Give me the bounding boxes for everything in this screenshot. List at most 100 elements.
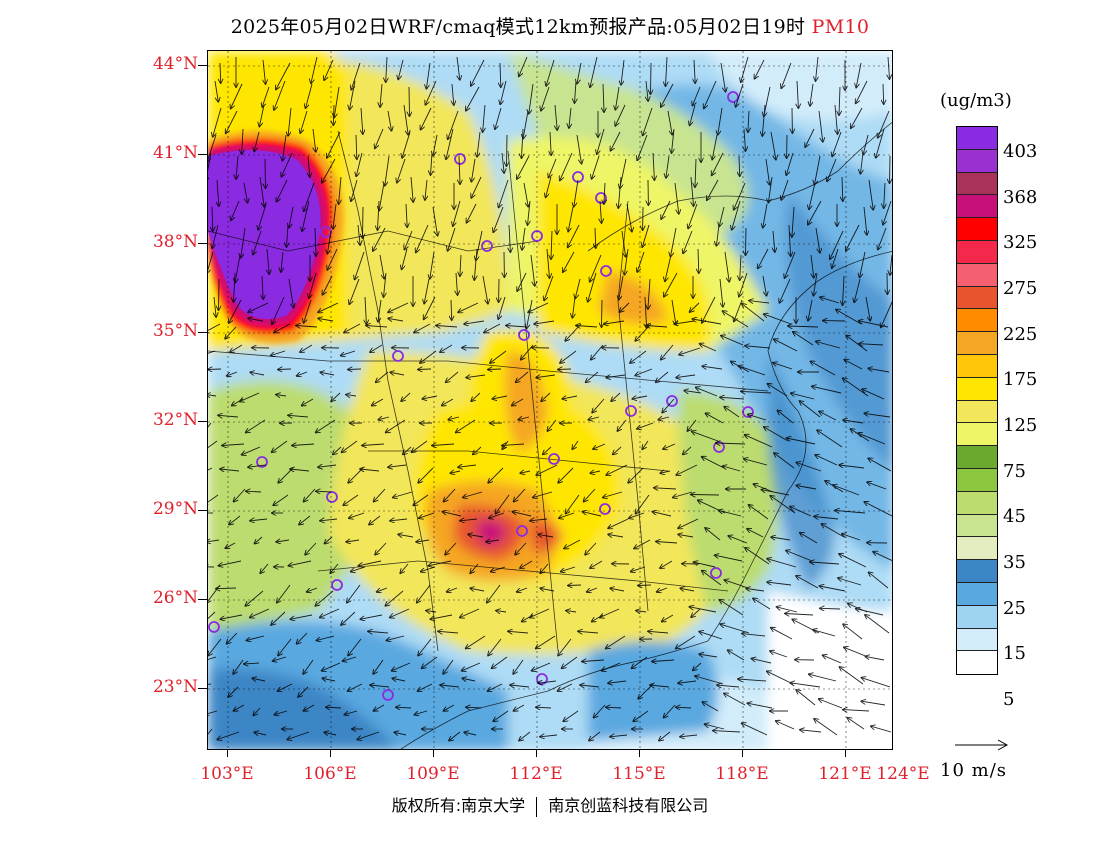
wind-arrow-icon [715, 555, 743, 562]
wind-arrow-icon [862, 678, 891, 688]
wind-arrow-icon [768, 176, 773, 203]
wind-arrow-icon [704, 80, 717, 108]
wind-arrow-icon [458, 465, 477, 467]
wind-arrow-icon [378, 417, 390, 420]
wind-arrow-icon [513, 659, 524, 674]
wind-arrow-icon [273, 494, 289, 505]
wind-arrow-icon [786, 152, 794, 175]
wind-arrow-icon [422, 396, 438, 399]
legend-swatch [957, 605, 997, 629]
wind-arrow-icon [458, 302, 479, 312]
wind-arrow-icon [666, 56, 668, 86]
legend-swatch [957, 514, 997, 538]
wind-arrow-icon [646, 80, 648, 101]
title-main: 2025年05月02日WRF/cmaq模式12km预报产品:05月02日19时 [230, 16, 806, 38]
wind-arrow-icon [349, 278, 360, 304]
wind-arrow-icon [304, 182, 315, 211]
legend-swatch [957, 286, 997, 310]
wind-arrow-icon [846, 335, 868, 352]
wind-arrow-icon [318, 302, 339, 312]
wind-arrow-icon [303, 659, 314, 674]
wind-arrow-icon [662, 614, 674, 622]
wind-arrow-icon [558, 638, 572, 656]
wind-arrow-icon [836, 310, 862, 325]
wind-arrow-icon [871, 726, 892, 733]
lon-label-124e: 124°E [876, 764, 930, 784]
wind-arrow-icon [208, 422, 212, 428]
wind-arrow-icon [691, 608, 701, 617]
wind-arrow-icon [594, 704, 606, 718]
wind-arrow-icon [810, 83, 814, 106]
wind-arrow-icon [398, 534, 414, 537]
wind-arrow-icon [742, 304, 765, 322]
wind-arrow-icon [702, 457, 725, 469]
wind-arrow-icon [263, 59, 266, 84]
wind-arrow-icon [720, 397, 745, 399]
wind-arrow-icon [315, 227, 316, 256]
wind-arrow-icon [770, 131, 776, 160]
wind-arrow-icon [805, 128, 815, 147]
wind-arrow-icon [676, 464, 698, 475]
wind-arrow-icon [386, 56, 387, 82]
wind-arrow-icon [774, 453, 795, 469]
wind-arrow-icon [796, 576, 819, 589]
legend-swatch [957, 582, 997, 606]
wind-arrow-icon [688, 203, 698, 228]
wind-arrow-icon [447, 587, 458, 592]
wind-arrow-icon [471, 176, 482, 198]
wind-arrow-icon [290, 469, 310, 471]
wind-arrow-icon [636, 611, 647, 612]
wind-arrow-icon [844, 360, 863, 370]
wind-arrow-icon [566, 494, 580, 514]
wind-arrow-icon [762, 490, 790, 496]
wind-arrow-icon [679, 347, 701, 355]
wind-arrow-icon [586, 371, 599, 382]
lat-label-44n: 44°N [152, 54, 198, 74]
wind-arrow-icon [820, 586, 846, 592]
wind-arrow-icon [890, 254, 892, 275]
copyright-divider [536, 796, 538, 817]
wind-arrow-icon [536, 464, 558, 475]
wind-arrow-icon [289, 206, 294, 228]
wind-arrow-icon [648, 278, 650, 309]
wind-arrow-icon [611, 131, 621, 151]
wind-arrow-icon [692, 431, 719, 442]
wind-arrow-icon [662, 398, 675, 413]
wind-arrow-icon [351, 62, 361, 90]
wind-arrow-icon [276, 540, 290, 542]
wind-arrow-icon [583, 512, 602, 517]
wind-arrow-icon [843, 420, 864, 424]
wind-arrow-icon [694, 59, 695, 83]
wind-arrow-icon [800, 401, 821, 418]
wind-arrow-icon [790, 683, 821, 688]
wind-arrow-icon [724, 693, 746, 706]
wind-arrow-icon [424, 278, 430, 304]
wind-arrow-icon [274, 80, 286, 110]
wind-arrow-icon [394, 732, 407, 735]
wind-arrow-icon [606, 464, 628, 475]
wind-arrow-icon [512, 398, 524, 406]
wind-arrow-icon [591, 344, 604, 360]
wind-arrow-icon [518, 417, 530, 420]
wind-arrow-icon [690, 104, 696, 125]
wind-arrow-icon [865, 296, 870, 321]
wind-arrow-icon [265, 158, 266, 188]
wind-arrow-icon [228, 686, 239, 697]
wind-arrow-icon [277, 179, 288, 202]
wind-arrow-icon [460, 519, 478, 521]
lon-label-106e: 106°E [303, 764, 357, 784]
forecast-map[interactable] [207, 50, 893, 750]
wind-arrow-icon [378, 299, 382, 322]
wind-arrow-icon [226, 110, 238, 133]
wind-arrow-icon [883, 200, 892, 225]
wind-arrow-icon [661, 83, 674, 107]
wind-arrow-icon [287, 731, 310, 740]
wind-arrow-icon [628, 467, 644, 483]
wind-arrow-icon [225, 542, 236, 548]
wind-arrow-icon [883, 83, 884, 104]
wind-arrow-icon [250, 519, 268, 521]
wind-arrow-icon [488, 369, 502, 370]
wind-arrow-icon [702, 296, 716, 323]
wind-arrow-icon [333, 446, 342, 454]
wind-arrow-icon [572, 296, 575, 318]
